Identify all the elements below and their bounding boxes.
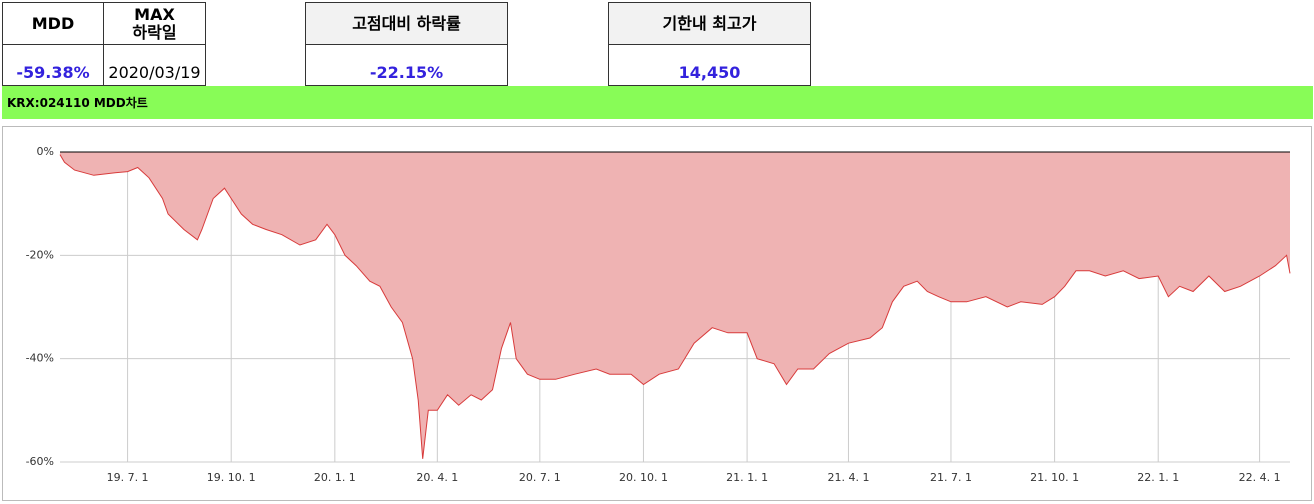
x-tick-label: 20. 7. 1 bbox=[519, 471, 561, 484]
stat-label: MAX 하락일 bbox=[104, 3, 205, 45]
stat-value: -59.38% bbox=[16, 62, 90, 82]
x-tick-label: 19. 10. 1 bbox=[207, 471, 256, 484]
x-tick-label: 21. 10. 1 bbox=[1030, 471, 1079, 484]
stat-value: 14,450 bbox=[678, 62, 741, 82]
chart: 19. 7. 1 19. 10. 1 20. 1. 1 20. 4. 1 20. 7. … bbox=[2, 126, 1312, 501]
x-tick-label: 20. 10. 1 bbox=[619, 471, 668, 484]
stat-box: 고점대비 하락률 -22.15% bbox=[305, 2, 508, 86]
stat-label: 기한내 최고가 bbox=[609, 3, 810, 45]
chart-title: KRX:024110 MDD차트 bbox=[2, 86, 1313, 119]
y-tick-label: -60% bbox=[26, 455, 54, 468]
stat-label: 고점대비 하락률 bbox=[306, 3, 507, 45]
x-tick-label: 20. 4. 1 bbox=[416, 471, 458, 484]
stat-box: MDD -59.38% bbox=[2, 2, 104, 86]
x-tick-label: 22. 1. 1 bbox=[1137, 471, 1179, 484]
x-tick-label: 21. 1. 1 bbox=[726, 471, 768, 484]
x-tick-label: 19. 7. 1 bbox=[107, 471, 149, 484]
x-tick-label: 22. 4. 1 bbox=[1239, 471, 1281, 484]
stat-value: -22.15% bbox=[369, 62, 444, 82]
stat-label: MDD bbox=[3, 3, 103, 45]
x-tick-label: 20. 1. 1 bbox=[314, 471, 356, 484]
stat-value: 2020/03/19 bbox=[108, 62, 201, 82]
stat-box: MAX 하락일 2020/03/19 bbox=[103, 2, 206, 86]
mdd-line bbox=[59, 154, 1291, 459]
x-tick-label: 21. 7. 1 bbox=[930, 471, 972, 484]
x-tick-label: 21. 4. 1 bbox=[827, 471, 869, 484]
y-tick-label: -40% bbox=[26, 352, 54, 365]
stat-box: 기한내 최고가 14,450 bbox=[608, 2, 811, 86]
y-tick-label: 0% bbox=[37, 145, 54, 158]
area-fill bbox=[60, 152, 1290, 459]
y-tick-label: -20% bbox=[26, 248, 54, 261]
